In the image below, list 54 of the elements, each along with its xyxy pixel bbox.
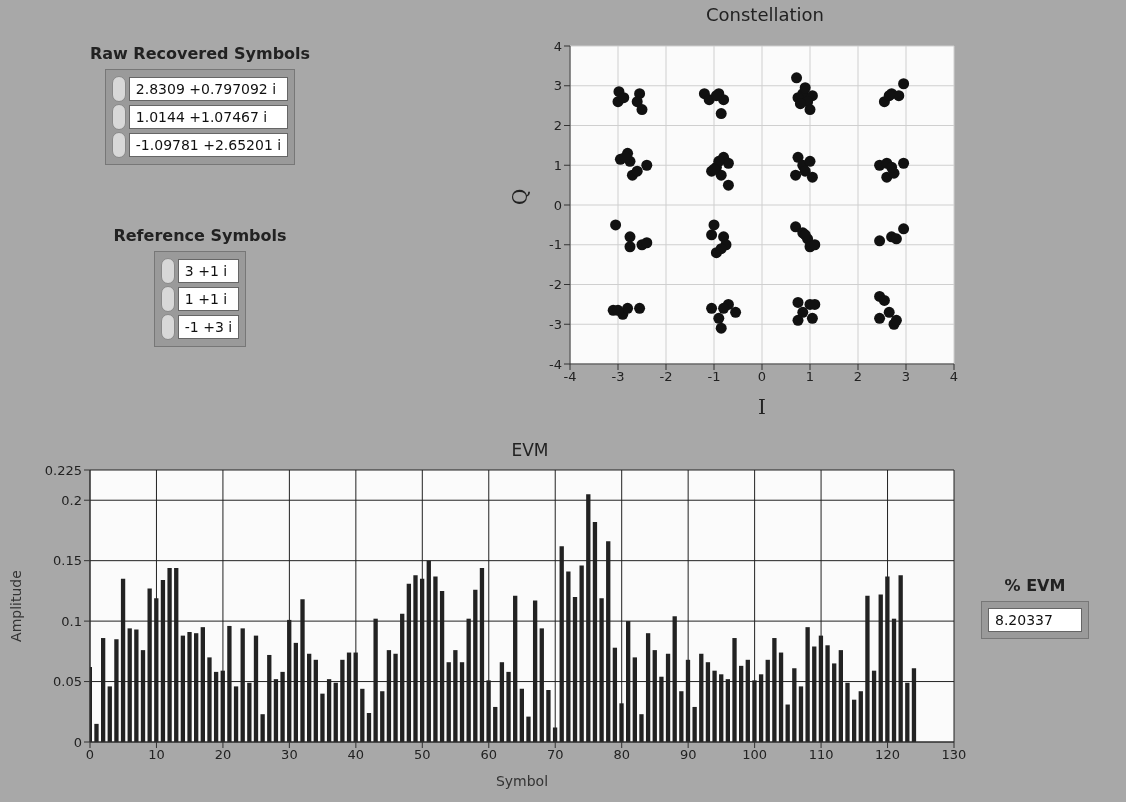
- x-tick-label: 120: [875, 747, 900, 763]
- x-tick-label: 20: [214, 747, 232, 763]
- y-tick-label: 0.15: [53, 553, 82, 569]
- y-tick-label: 0: [553, 197, 562, 213]
- text: 8.20337: [988, 608, 1082, 632]
- x-tick-label: 130: [941, 747, 967, 763]
- y-axis-title: Q: [508, 188, 533, 205]
- text: Reference Symbols: [112, 226, 288, 245]
- x-tick-label: 40: [347, 747, 365, 763]
- x-tick-label: 0: [757, 369, 767, 385]
- x-tick-label: 50: [414, 747, 431, 763]
- x-tick-label: 4: [949, 369, 959, 385]
- x-tick-label: 110: [808, 747, 834, 763]
- x-axis-title: I: [758, 395, 766, 419]
- y-tick-label: 0.225: [44, 462, 82, 478]
- text: 2.8309 +0.797092 i: [128, 77, 289, 101]
- text: 1.0144 +1.07467 i: [128, 105, 289, 129]
- x-tick-label: 70: [546, 747, 564, 763]
- y-tick-label: 4: [553, 38, 562, 54]
- x-tick-label: 90: [679, 747, 697, 763]
- x-tick-label: 3: [901, 369, 911, 385]
- text: -1.09781 +2.65201 i: [128, 133, 289, 157]
- x-tick-label: 60: [480, 747, 498, 763]
- x-tick-label: -1: [707, 369, 721, 385]
- text: 3 +1 i: [177, 259, 240, 283]
- y-tick-label: 0.1: [61, 613, 82, 629]
- y-axis-title: Amplitude: [7, 570, 24, 642]
- x-tick-label: 2: [853, 369, 863, 385]
- x-tick-label: 30: [281, 747, 298, 763]
- y-tick-label: 0.05: [53, 674, 82, 690]
- x-tick-label: -3: [611, 369, 625, 385]
- chart-title: Constellation: [705, 4, 825, 27]
- text: % EVM: [1003, 576, 1067, 595]
- y-tick-label: -4: [549, 356, 562, 372]
- text: -1 +3 i: [177, 315, 240, 339]
- text: 1 +1 i: [177, 287, 240, 311]
- y-tick-label: 1: [553, 157, 562, 173]
- y-tick-label: -3: [549, 316, 562, 332]
- x-tick-label: 1: [805, 369, 815, 385]
- y-tick-label: 3: [553, 78, 562, 94]
- x-tick-label: 0: [85, 747, 95, 763]
- x-tick-label: -2: [659, 369, 673, 385]
- y-tick-label: 0.2: [61, 492, 82, 508]
- chart-title: EVM: [510, 440, 550, 462]
- text: Raw Recovered Symbols: [88, 44, 312, 63]
- y-tick-label: -2: [549, 277, 562, 293]
- x-tick-label: -4: [563, 369, 577, 385]
- x-tick-label: 80: [613, 747, 630, 763]
- y-tick-label: 0: [73, 734, 82, 750]
- y-tick-label: -1: [549, 237, 562, 253]
- x-tick-label: 10: [148, 747, 165, 763]
- x-axis-title: Symbol: [495, 773, 549, 789]
- x-tick-label: 100: [742, 747, 768, 763]
- y-tick-label: 2: [553, 118, 562, 134]
